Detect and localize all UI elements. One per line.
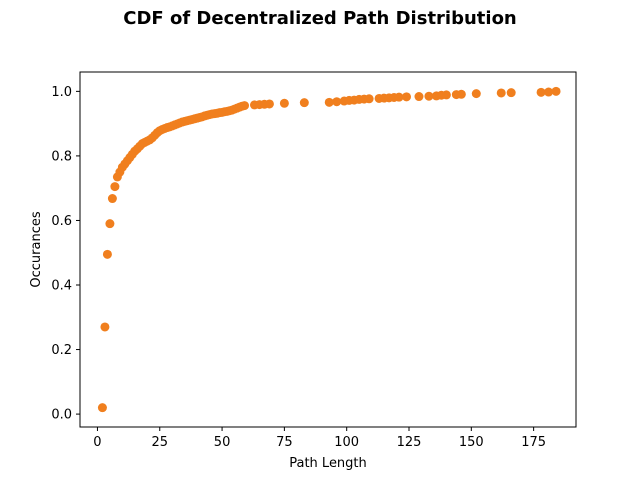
data-point xyxy=(240,101,250,111)
data-point xyxy=(506,88,516,98)
x-tick-label: 50 xyxy=(214,435,231,450)
data-point xyxy=(394,92,404,102)
plot-frame xyxy=(79,71,577,428)
x-tick-label: 175 xyxy=(521,435,546,450)
data-point xyxy=(414,92,424,102)
y-tick-label: 0.6 xyxy=(51,214,72,229)
data-point xyxy=(471,89,481,99)
y-tick-label: 0.8 xyxy=(51,149,72,164)
data-point xyxy=(264,99,274,109)
data-point xyxy=(441,90,451,100)
y-axis-ticks: 0.0 0.2 0.4 0.6 0.8 1.0 xyxy=(51,85,80,423)
y-tick-label: 0.0 xyxy=(51,408,72,423)
data-point xyxy=(110,182,120,192)
y-tick-label: 0.2 xyxy=(51,343,72,358)
x-tick-label: 0 xyxy=(93,435,101,450)
data-point xyxy=(299,98,309,108)
data-point xyxy=(100,322,110,332)
data-point xyxy=(544,87,554,97)
data-point xyxy=(107,194,117,204)
data-point xyxy=(536,87,546,97)
x-tick-label: 100 xyxy=(334,435,359,450)
data-point xyxy=(279,98,289,108)
x-tick-label: 125 xyxy=(397,435,422,450)
chart-title: CDF of Decentralized Path Distribution xyxy=(123,8,517,29)
data-point xyxy=(364,94,374,104)
data-point xyxy=(105,219,115,229)
x-tick-label: 25 xyxy=(151,435,168,450)
y-axis-label: Occurances xyxy=(29,211,44,287)
x-axis-ticks: 0 25 50 75 100 125 150 175 xyxy=(93,427,546,450)
data-point xyxy=(97,403,107,413)
x-axis-label: Path Length xyxy=(289,456,367,471)
data-point xyxy=(456,89,466,99)
y-tick-label: 0.4 xyxy=(51,279,72,294)
x-tick-label: 150 xyxy=(459,435,484,450)
data-point xyxy=(496,88,506,98)
data-point xyxy=(551,86,561,96)
data-point xyxy=(102,249,112,259)
data-point xyxy=(402,92,412,102)
y-tick-label: 1.0 xyxy=(51,85,72,100)
data-point xyxy=(332,97,342,107)
x-tick-label: 75 xyxy=(276,435,293,450)
data-point xyxy=(324,97,334,107)
data-point xyxy=(424,91,434,101)
data-points xyxy=(97,86,561,413)
